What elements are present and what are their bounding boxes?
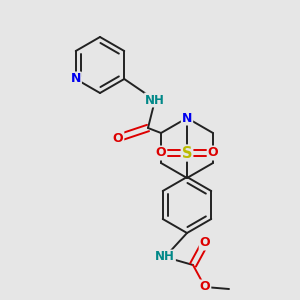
Text: O: O bbox=[208, 146, 218, 160]
Text: O: O bbox=[200, 280, 210, 293]
Text: O: O bbox=[113, 131, 123, 145]
Text: S: S bbox=[182, 146, 192, 160]
Text: N: N bbox=[70, 73, 81, 85]
Text: O: O bbox=[200, 236, 210, 250]
Text: NH: NH bbox=[145, 94, 165, 106]
Text: N: N bbox=[182, 112, 192, 124]
Text: NH: NH bbox=[155, 250, 175, 263]
Text: O: O bbox=[156, 146, 166, 160]
